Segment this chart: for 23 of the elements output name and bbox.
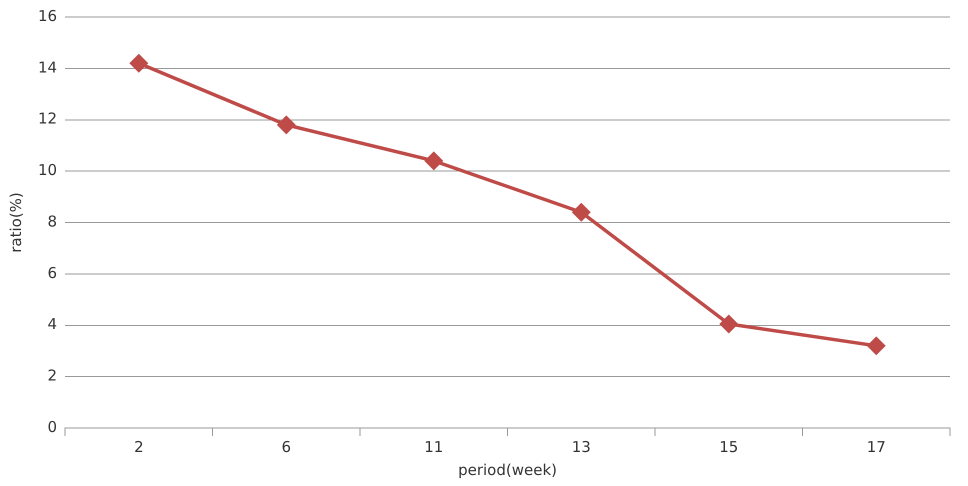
y-tick-label: 10	[38, 161, 58, 180]
point	[720, 315, 738, 333]
y-tick-label: 14	[38, 58, 58, 76]
y-tick-label: 12	[38, 110, 58, 128]
y-tick-label: 4	[48, 315, 58, 334]
point	[868, 337, 886, 355]
x-tick-label: 11	[424, 438, 444, 456]
x-tick-label: 2	[134, 438, 144, 456]
x-tick-label: 13	[572, 438, 591, 456]
x-tick-label: 17	[866, 438, 886, 456]
point	[572, 203, 590, 221]
point	[278, 116, 296, 134]
x-axis-title: period(week)	[458, 460, 557, 479]
x-tick-label: 6	[282, 438, 292, 456]
x-tick-label: 15	[719, 438, 738, 456]
point	[130, 54, 148, 72]
point	[425, 152, 443, 170]
y-tick-label: 16	[38, 6, 58, 25]
y-tick-label: 0	[48, 418, 58, 436]
y-tick-label: 6	[48, 264, 58, 282]
y-axis-title: ratio(%)	[6, 192, 25, 253]
y-tick-label: 2	[48, 366, 58, 385]
y-tick-label: 8	[48, 212, 58, 230]
